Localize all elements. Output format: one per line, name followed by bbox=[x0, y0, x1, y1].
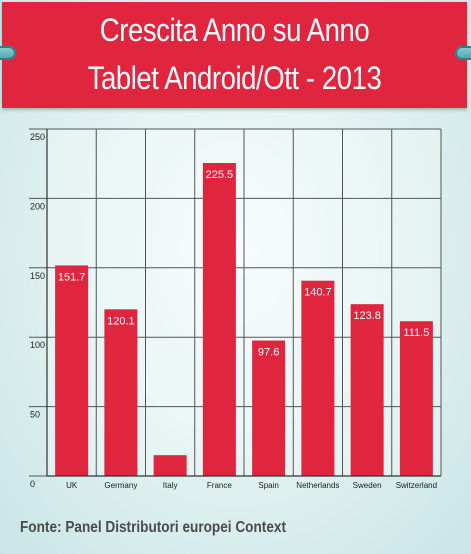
y-tick-label: 100 bbox=[30, 340, 45, 350]
chart-title-line-1: Crescita Anno su Anno bbox=[99, 12, 370, 48]
y-tick-label: 50 bbox=[30, 410, 40, 420]
data-label: 140.7 bbox=[304, 287, 332, 299]
y-tick-label: 250 bbox=[30, 132, 45, 142]
data-label: 151.7 bbox=[58, 271, 86, 283]
category-label: Germany bbox=[104, 481, 137, 490]
category-label: Spain bbox=[258, 481, 278, 490]
data-label: 111.5 bbox=[403, 327, 429, 339]
data-label: 120.1 bbox=[107, 315, 135, 327]
title-banner: Crescita Anno su Anno Tablet Android/Ott… bbox=[2, 2, 467, 108]
category-label: France bbox=[207, 481, 232, 490]
data-label: 123.8 bbox=[353, 310, 381, 322]
y-tick-label: 150 bbox=[30, 271, 45, 281]
bar-spain bbox=[252, 340, 286, 476]
ribbon-knot-right-icon bbox=[455, 46, 471, 60]
y-tick-label: 200 bbox=[30, 201, 45, 211]
bar-uk bbox=[55, 265, 89, 476]
bar-france bbox=[202, 163, 236, 477]
bar-germany bbox=[104, 309, 138, 476]
category-label: UK bbox=[66, 481, 78, 490]
data-label: 225.5 bbox=[206, 169, 234, 181]
ribbon-knot-left-icon bbox=[0, 46, 16, 60]
bar-switzerland bbox=[399, 321, 433, 476]
chart-title-line-2: Tablet Android/Ott - 2013 bbox=[87, 60, 382, 96]
y-tick-label: 0 bbox=[30, 479, 35, 489]
category-label: Sweden bbox=[353, 481, 382, 490]
data-label: 97.6 bbox=[258, 347, 279, 359]
category-label: Netherlands bbox=[296, 481, 339, 490]
bar-sweden bbox=[350, 304, 384, 476]
bar-italy bbox=[153, 455, 187, 476]
category-label: Italy bbox=[163, 481, 178, 490]
bar-netherlands bbox=[301, 280, 335, 476]
source-note: Fonte: Panel Distributori europei Contex… bbox=[20, 519, 286, 536]
category-label: Switzerland bbox=[396, 481, 437, 490]
